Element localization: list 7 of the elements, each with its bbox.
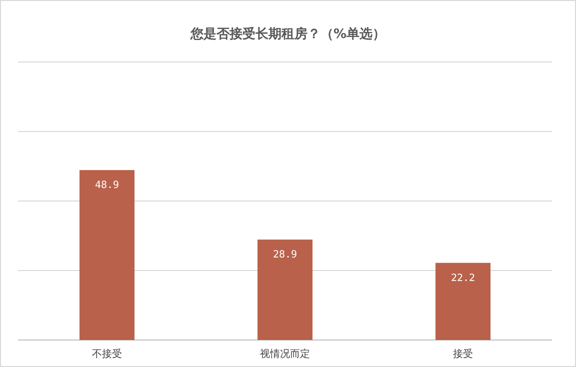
data-label: 22.2	[450, 272, 476, 284]
data-label: 28.9	[272, 250, 298, 261]
x-tick-label: 视情况而定	[260, 348, 310, 360]
chart-title: 您是否接受长期租房？（%单选）	[189, 26, 386, 42]
data-label: 48.9	[94, 180, 120, 192]
x-tick-label: 接受	[453, 348, 473, 360]
x-tick-label: 不接受	[92, 348, 122, 360]
